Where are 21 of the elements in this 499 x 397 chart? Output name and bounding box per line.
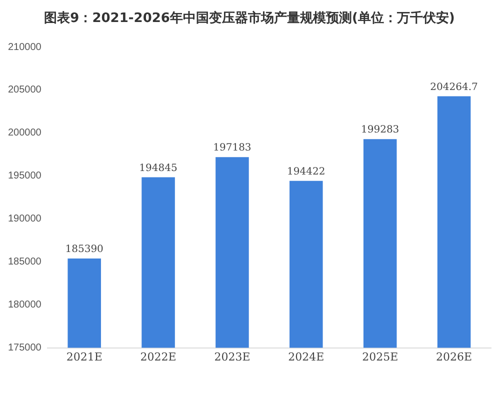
x-tick-label: 2024E [288, 350, 324, 364]
y-tick-label: 195000 [8, 170, 42, 182]
x-tick-label: 2022E [140, 350, 176, 364]
data-label: 185390 [65, 244, 104, 256]
y-tick-label: 175000 [8, 342, 42, 354]
data-label: 194845 [139, 162, 178, 174]
data-label: 204264.7 [430, 82, 478, 93]
y-tick-label: 190000 [8, 214, 42, 225]
y-tick-label: 205000 [8, 84, 42, 96]
data-label: 194422 [287, 166, 326, 178]
y-tick-label: 185000 [8, 256, 42, 268]
x-tick-label: 2023E [214, 350, 250, 364]
y-tick-label: 210000 [8, 42, 42, 53]
data-label: 199283 [361, 124, 400, 136]
y-tick-label: 200000 [8, 128, 42, 139]
data-label: 197183 [213, 142, 252, 154]
x-tick-label: 2026E [436, 350, 472, 364]
x-tick-label: 2025E [362, 350, 398, 364]
x-tick-label: 2021E [66, 350, 102, 364]
y-tick-label: 180000 [8, 300, 42, 311]
chart-title: 图表9：2021-2026年中国变压器市场产量规模预测(单位：万千伏安) [43, 10, 456, 28]
